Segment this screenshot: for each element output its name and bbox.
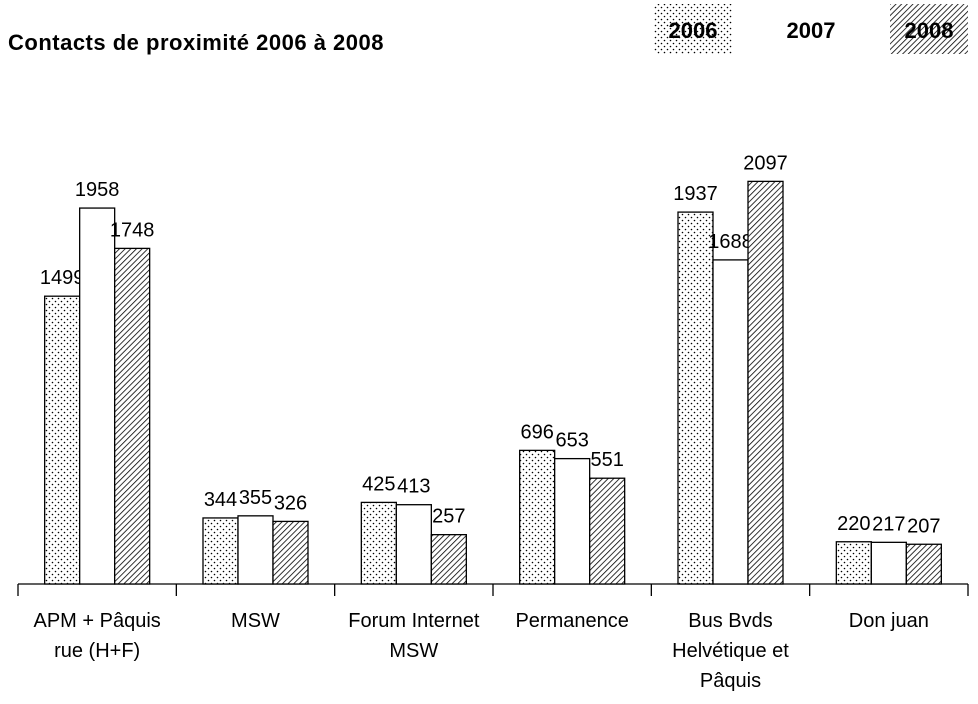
data-label: 1958 <box>75 179 120 201</box>
data-label: 1748 <box>110 219 155 241</box>
legend-label: 2007 <box>787 18 836 43</box>
bar <box>905 543 942 585</box>
data-label: 220 <box>837 513 870 535</box>
bar <box>272 520 309 585</box>
bar <box>79 207 116 585</box>
x-tick-label: MSW <box>231 610 280 632</box>
legend-label: 2008 <box>905 18 954 43</box>
x-tick-label: Don juan <box>848 610 929 632</box>
bar <box>519 449 556 585</box>
legend-swatch <box>772 4 850 54</box>
legend-swatch <box>890 4 968 54</box>
data-label: 2097 <box>743 152 788 174</box>
x-tick-label: Bus Bvds Helvétique et Pâquis <box>672 610 789 692</box>
data-label: 425 <box>362 473 395 495</box>
data-label: 344 <box>204 489 237 511</box>
bar <box>202 517 239 585</box>
legend-swatch <box>654 4 732 54</box>
bar <box>747 180 784 585</box>
data-label: 1688 <box>708 231 753 253</box>
data-label: 355 <box>239 487 272 509</box>
data-label: 1499 <box>40 267 85 289</box>
data-label: 217 <box>872 513 905 535</box>
data-label: 551 <box>590 449 623 471</box>
data-label: 1937 <box>673 183 718 205</box>
x-tick-label: Forum Internet MSW <box>348 610 480 662</box>
bar <box>430 534 467 585</box>
data-label: 257 <box>432 506 465 528</box>
data-label: 207 <box>907 515 940 537</box>
bar <box>237 515 274 585</box>
data-label: 696 <box>520 421 553 443</box>
bar <box>677 211 714 585</box>
x-tick-label: APM + Pâquis rue (H+F) <box>33 610 161 662</box>
bar <box>554 457 591 585</box>
bar <box>589 477 626 585</box>
bar <box>712 259 749 585</box>
bar <box>870 541 907 585</box>
bar <box>114 247 151 585</box>
x-tick-label: Permanence <box>515 610 629 632</box>
legend-label: 2006 <box>669 18 718 43</box>
data-label: 326 <box>274 492 307 514</box>
chart-title: Contacts de proximité 2006 à 2008 <box>8 30 384 55</box>
bar <box>44 295 81 585</box>
bar <box>360 501 397 585</box>
bar <box>395 504 432 585</box>
bar <box>835 541 872 585</box>
data-label: 413 <box>397 476 430 498</box>
data-label: 653 <box>555 430 588 452</box>
